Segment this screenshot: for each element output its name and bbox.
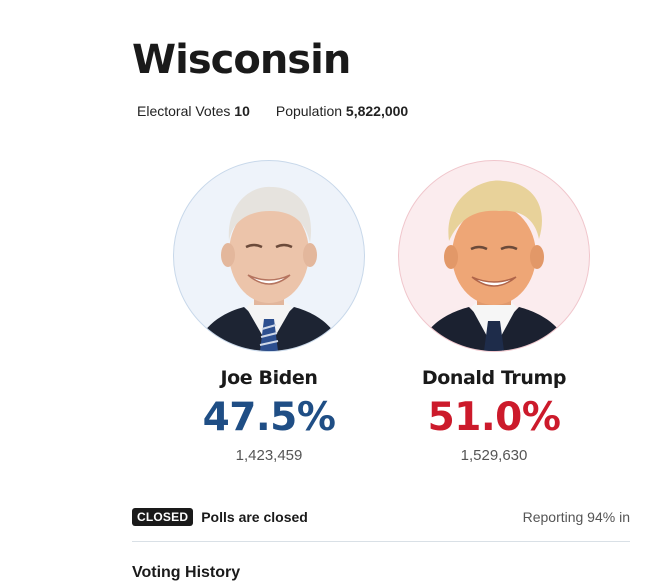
- candidate-photo-biden: [173, 160, 365, 352]
- population-label: Population: [275, 103, 343, 119]
- candidate-percent: 51.0%: [427, 395, 561, 440]
- voting-history-heading: Voting History: [132, 564, 241, 581]
- candidate-percent: 47.5%: [202, 395, 336, 440]
- candidate-card-trump: Donald Trump 51.0% 1,529,630: [394, 160, 594, 466]
- reporting-text: Reporting 94% in: [522, 509, 630, 525]
- candidate-name: Joe Biden: [220, 367, 318, 389]
- candidate-photo-trump: [398, 160, 590, 352]
- status-badge: CLOSED: [132, 508, 194, 526]
- electoral-votes-label: Electoral Votes: [137, 103, 231, 119]
- population: Population 5,822,000: [276, 101, 408, 121]
- polls-status-text: Polls are closed: [201, 509, 308, 525]
- electoral-votes: Electoral Votes 10: [137, 101, 250, 121]
- electoral-votes-value: 10: [234, 103, 250, 119]
- candidate-name: Donald Trump: [421, 367, 567, 389]
- candidate-card-biden: Joe Biden 47.5% 1,423,459: [169, 160, 369, 466]
- candidate-votes: 1,423,459: [235, 447, 303, 464]
- state-meta: Electoral Votes 10 Population 5,822,000: [137, 101, 408, 121]
- population-value: 5,822,000: [345, 103, 409, 119]
- page-title: Wisconsin: [132, 37, 351, 83]
- divider: [132, 541, 630, 542]
- poll-status-row: CLOSED Polls are closed Reporting 94% in: [132, 506, 630, 528]
- candidate-votes: 1,529,630: [460, 447, 528, 464]
